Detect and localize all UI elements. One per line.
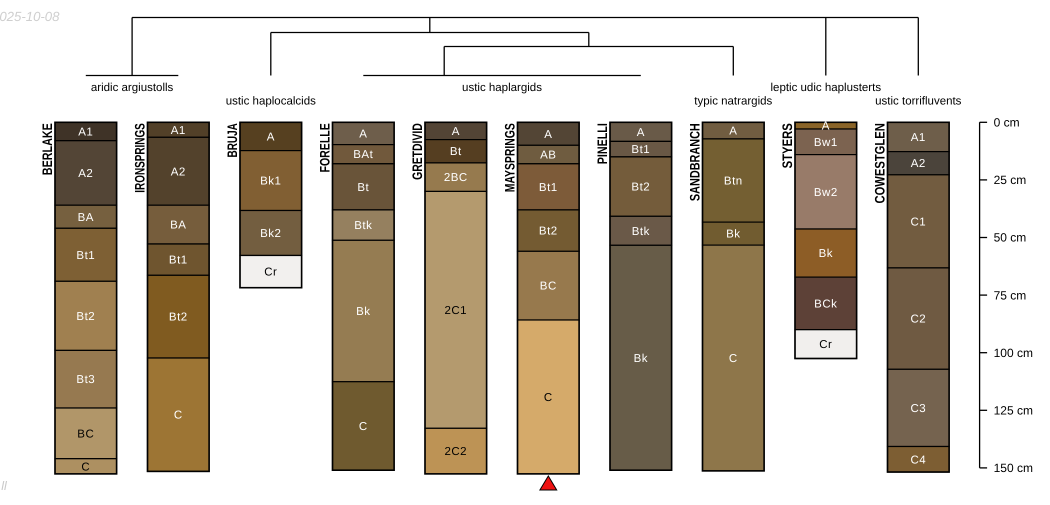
- svg-text:0 cm: 0 cm: [994, 116, 1020, 130]
- svg-text:A: A: [637, 127, 645, 139]
- svg-text:Bt1: Bt1: [76, 250, 95, 262]
- svg-text:FORELLE: FORELLE: [317, 123, 332, 172]
- svg-text:100 cm: 100 cm: [994, 346, 1033, 360]
- svg-text:A1: A1: [911, 132, 926, 144]
- svg-text:2C1: 2C1: [444, 305, 467, 317]
- svg-text:A1: A1: [171, 125, 186, 137]
- svg-text:BCk: BCk: [814, 298, 837, 310]
- svg-text:2025-10-08: 2025-10-08: [0, 9, 60, 24]
- svg-text:Btk: Btk: [632, 226, 650, 238]
- svg-text:125 cm: 125 cm: [994, 404, 1033, 418]
- svg-text:SANDBRANCH: SANDBRANCH: [687, 123, 702, 201]
- svg-text:Btk: Btk: [354, 220, 372, 232]
- svg-text:typic natrargids: typic natrargids: [694, 96, 772, 108]
- svg-text:BC: BC: [540, 281, 557, 293]
- svg-text:A1: A1: [78, 127, 93, 139]
- svg-text:C3: C3: [910, 403, 926, 415]
- svg-text:STYERS: STYERS: [780, 123, 795, 168]
- svg-text:ustic haplocalcids: ustic haplocalcids: [226, 96, 316, 108]
- svg-text:Bt1: Bt1: [169, 255, 188, 267]
- svg-text:BA: BA: [170, 220, 186, 232]
- svg-text:50 cm: 50 cm: [994, 231, 1027, 245]
- svg-text:Bt: Bt: [357, 182, 369, 194]
- svg-text:leptic udic haplusterts: leptic udic haplusterts: [771, 82, 882, 94]
- svg-text:GRETDIVID: GRETDIVID: [410, 123, 425, 180]
- svg-text:Bt1: Bt1: [539, 182, 558, 194]
- svg-text:AB: AB: [540, 150, 556, 162]
- svg-text:ustic torrifluvents: ustic torrifluvents: [875, 96, 962, 108]
- svg-text:C4: C4: [910, 454, 926, 466]
- svg-text:Bt3: Bt3: [76, 374, 95, 386]
- svg-text:Cr: Cr: [264, 267, 277, 279]
- svg-text:MAYSPRINGS: MAYSPRINGS: [502, 123, 517, 192]
- svg-text:Bk2: Bk2: [260, 228, 281, 240]
- svg-text:Bw2: Bw2: [814, 187, 838, 199]
- svg-text:IRONSPRINGS: IRONSPRINGS: [132, 123, 147, 193]
- svg-text:25 cm: 25 cm: [994, 173, 1027, 187]
- svg-text:Btn: Btn: [724, 176, 743, 188]
- svg-text:BAt: BAt: [353, 149, 373, 161]
- svg-text:BERLAKE: BERLAKE: [40, 123, 55, 175]
- svg-text:Bt2: Bt2: [539, 226, 558, 238]
- svg-text:Bk: Bk: [819, 248, 833, 260]
- svg-text:Bk1: Bk1: [260, 176, 281, 188]
- svg-text:COWESTGLEN: COWESTGLEN: [872, 123, 887, 203]
- svg-text:Bt2: Bt2: [169, 312, 188, 324]
- svg-text:aridic argiustolls: aridic argiustolls: [91, 82, 174, 94]
- svg-text:C1: C1: [910, 216, 926, 228]
- svg-text:A: A: [267, 132, 275, 144]
- svg-text:C: C: [544, 392, 553, 404]
- svg-text:Bt2: Bt2: [76, 311, 95, 323]
- svg-text:A2: A2: [911, 158, 926, 170]
- svg-text:A: A: [729, 126, 737, 138]
- svg-text:2BC: 2BC: [444, 172, 468, 184]
- svg-text:Bt2: Bt2: [631, 182, 650, 194]
- svg-text:Bw1: Bw1: [814, 137, 838, 149]
- svg-text:C: C: [81, 461, 90, 473]
- svg-text:ustic haplargids: ustic haplargids: [462, 82, 542, 94]
- svg-text:BRUJA: BRUJA: [225, 123, 240, 157]
- svg-text:A: A: [359, 129, 367, 141]
- svg-text:Bk: Bk: [356, 306, 370, 318]
- svg-text:A2: A2: [171, 166, 186, 178]
- svg-text:2C2: 2C2: [444, 446, 467, 458]
- svg-text:75 cm: 75 cm: [994, 288, 1027, 302]
- svg-text:A: A: [822, 121, 830, 133]
- svg-text:Bt1: Bt1: [631, 144, 650, 156]
- svg-text:C: C: [359, 421, 368, 433]
- svg-text:A: A: [452, 126, 460, 138]
- svg-text:ll: ll: [1, 479, 8, 493]
- svg-text:C2: C2: [910, 314, 926, 326]
- svg-text:BA: BA: [78, 212, 94, 224]
- svg-text:BC: BC: [77, 428, 94, 440]
- svg-text:A2: A2: [78, 168, 93, 180]
- svg-text:Cr: Cr: [819, 339, 832, 351]
- svg-text:C: C: [174, 410, 183, 422]
- svg-text:150 cm: 150 cm: [994, 461, 1033, 475]
- svg-text:Bt: Bt: [450, 146, 462, 158]
- svg-text:C: C: [729, 353, 738, 365]
- svg-text:PINELLI: PINELLI: [595, 123, 610, 164]
- svg-text:Bk: Bk: [726, 229, 740, 241]
- svg-text:A: A: [544, 129, 552, 141]
- svg-text:Bk: Bk: [634, 353, 648, 365]
